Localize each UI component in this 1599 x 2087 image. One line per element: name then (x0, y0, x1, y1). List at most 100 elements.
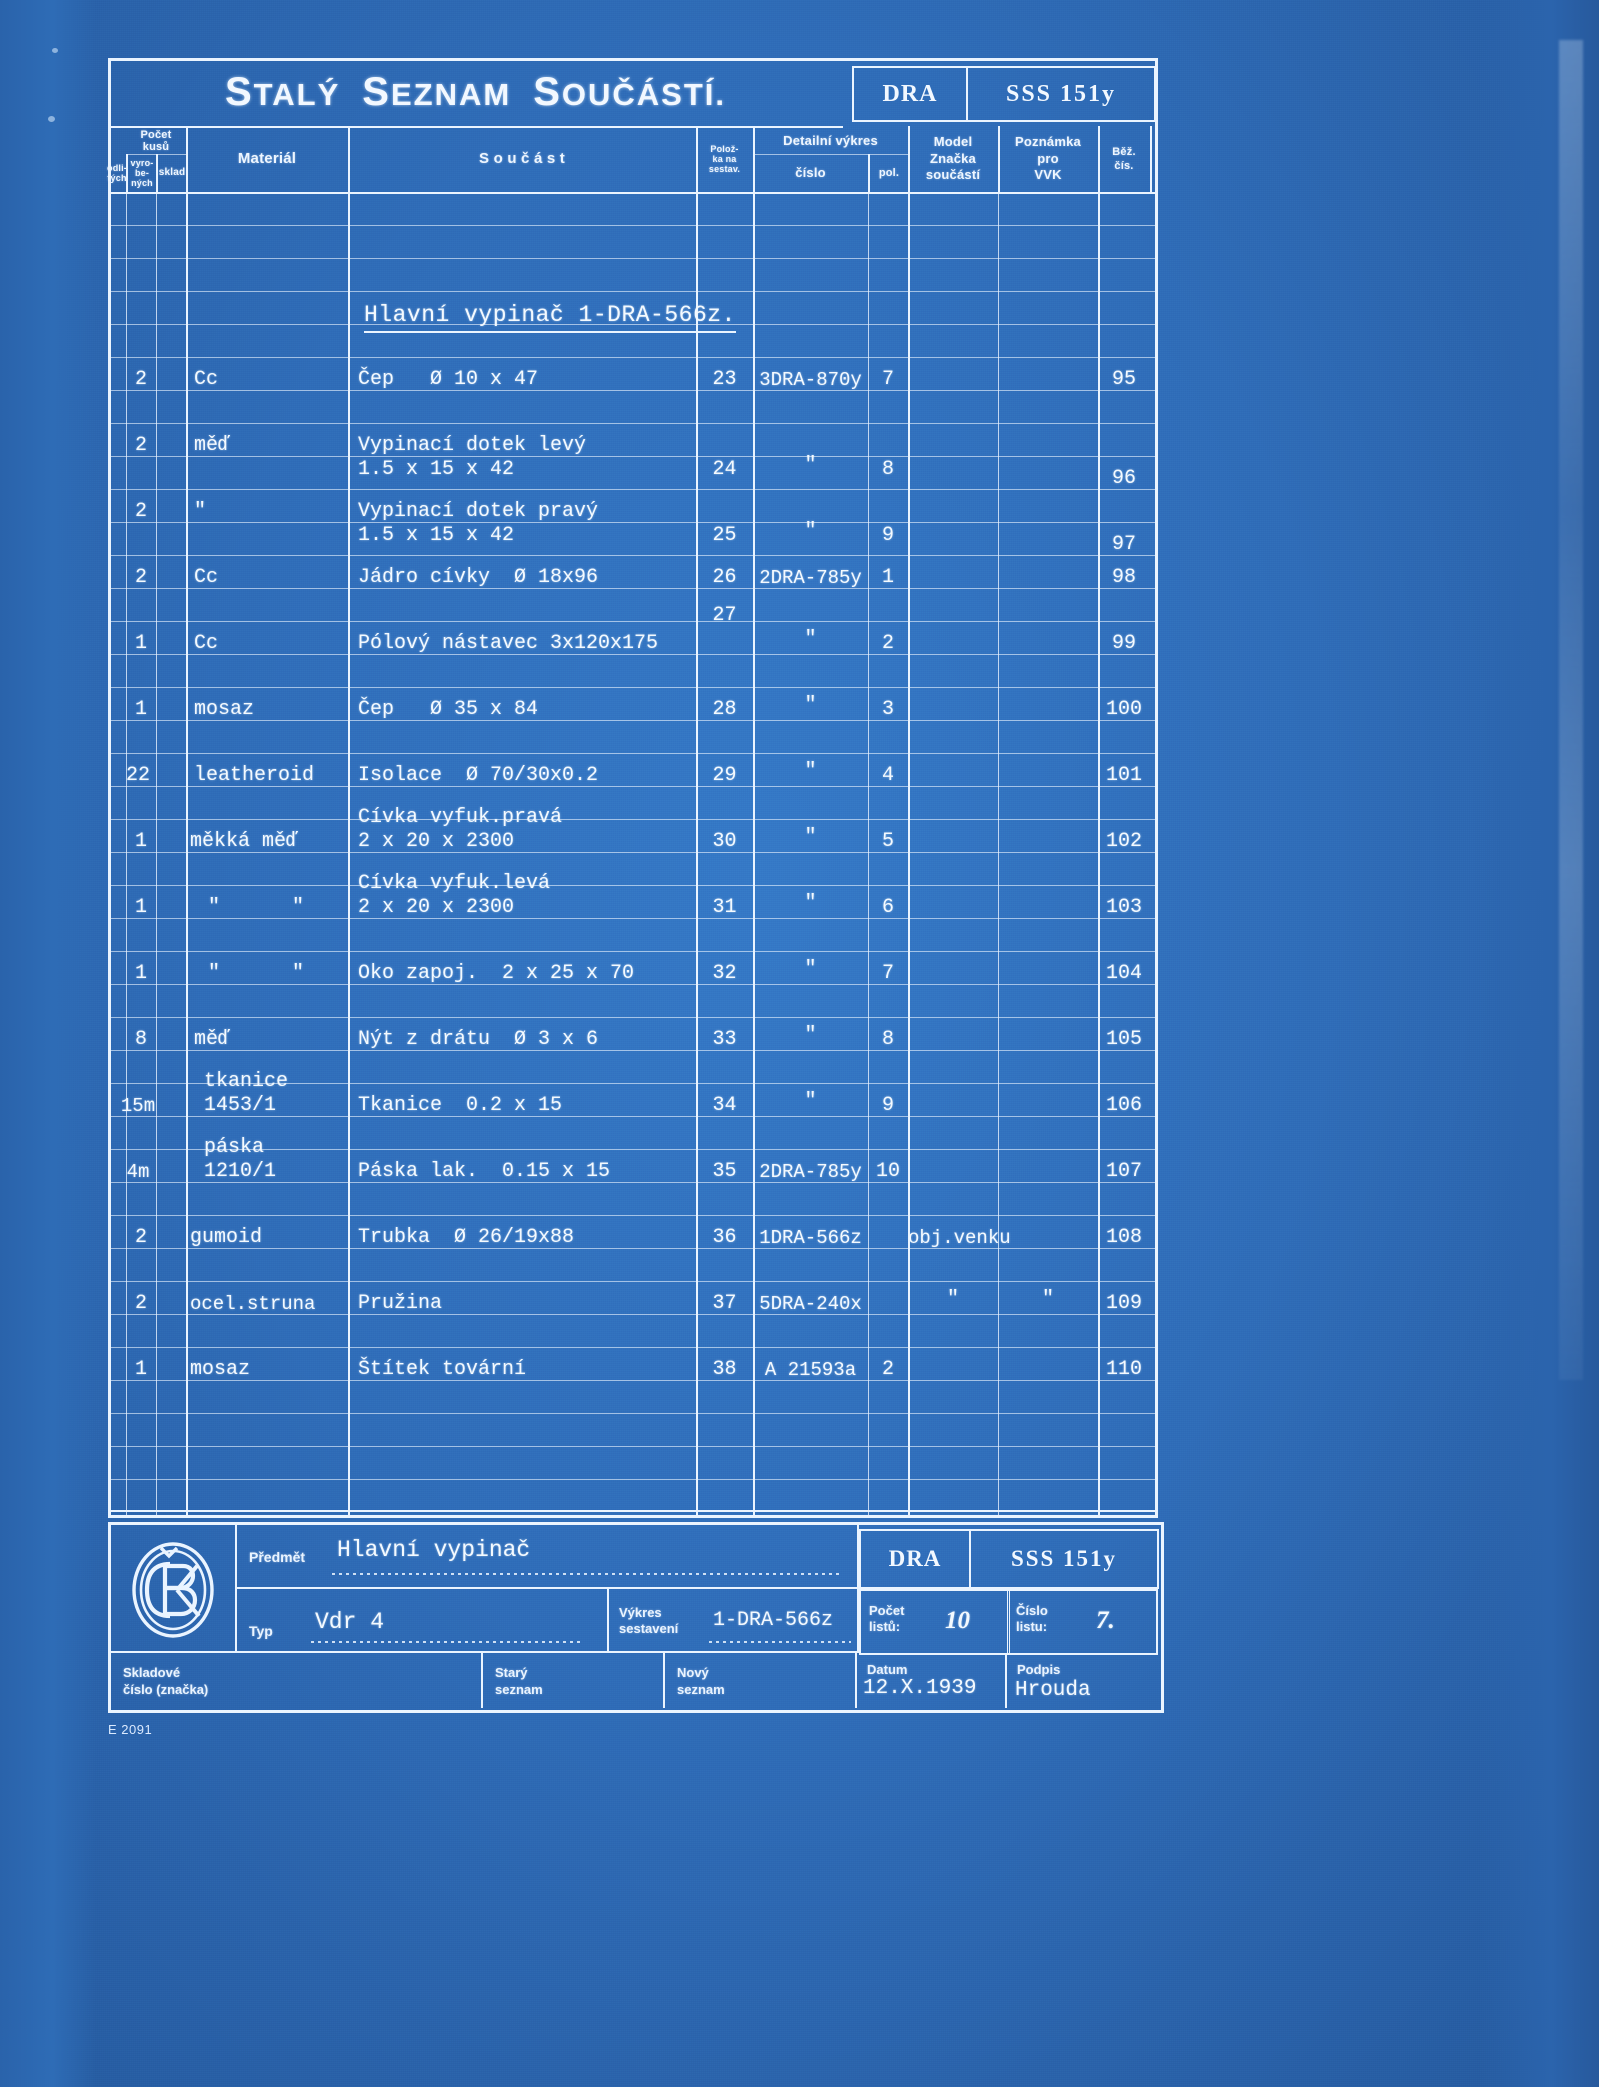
cell-vyrobenych: 1 (134, 1358, 147, 1381)
cell-odlitych: 22 (125, 764, 150, 787)
typ-value: Vdr 4 (315, 1609, 385, 1635)
col-divider (108, 192, 110, 1518)
cell-soucast: Čep Ø 35 x 84 (358, 698, 539, 721)
table-bottom-line (108, 1510, 1158, 1512)
cell-material: leatheroid (194, 764, 315, 787)
cell-bez-cis: 103 (1105, 896, 1142, 919)
cell-material: " " (208, 896, 305, 919)
skladove-cislo-field[interactable]: Skladové číslo (značka) (111, 1653, 483, 1708)
pocet-listu-value: 10 (945, 1607, 970, 1634)
cell-cislo: " (804, 454, 817, 477)
rule-line (108, 522, 1158, 523)
cell-odlitych: 1 (134, 830, 147, 853)
rule-line (108, 1116, 1158, 1117)
cell-pol: 2 (881, 632, 894, 655)
cell-bez-cis: 102 (1105, 830, 1142, 853)
header-bez-cis: Běž. čís. (1112, 145, 1136, 172)
header-pocet-kusu: Počet kusů (140, 128, 172, 153)
cell-material: mosaz (190, 1358, 251, 1381)
podpis-field[interactable]: Podpis Hrouda (1007, 1653, 1157, 1708)
col-divider (908, 126, 910, 192)
cell-soucast: Trubka Ø 26/19x88 (358, 1226, 575, 1249)
datum-field[interactable]: Datum 12.X.1939 (857, 1653, 1007, 1708)
cell-odlitych: 1 (134, 896, 147, 919)
novy-seznam-label: Nový seznam (677, 1665, 725, 1697)
col-divider (348, 126, 350, 192)
cell-soucast: Jádro cívky Ø 18x96 (358, 566, 599, 589)
cell-polozka: 27 (712, 604, 737, 627)
header-polozka: Polož- ka na sestav. (708, 143, 741, 175)
rule-line (108, 291, 1158, 292)
cell-odlitych: 1 (134, 632, 147, 655)
cell-pol: 3 (881, 698, 894, 721)
col-divider (1150, 126, 1152, 192)
rule-line (108, 1017, 1158, 1018)
cell-cislo: 2DRA-785y (759, 1161, 862, 1183)
cell-material: měď (194, 434, 231, 457)
rule-line (108, 423, 1158, 424)
cell-pol: 5 (881, 830, 894, 853)
rule-line (108, 1149, 1158, 1150)
vykres-sestaveni-field[interactable]: Výkres sestavení 1-DRA-566z (609, 1587, 859, 1653)
cell-vyrobenych: 2 (134, 1292, 147, 1315)
cell-pol: 2 (881, 1358, 894, 1381)
rule-line (108, 1314, 1158, 1315)
table-body: Hlavní vypinač 1-DRA-566z. 2 Cc Čep Ø 10… (108, 192, 1158, 1518)
cell-pol: 1 (881, 566, 894, 589)
col-divider (1098, 126, 1100, 192)
col-divider (1098, 192, 1100, 1518)
paper-right-edge (1479, 0, 1599, 2087)
rule-line (108, 852, 1158, 853)
cell-polozka: 23 (712, 368, 737, 391)
cell-cislo: " (804, 520, 817, 543)
col-divider (908, 192, 910, 1518)
stary-seznam-field[interactable]: Starý seznam (483, 1653, 665, 1708)
cell-cislo: " (804, 958, 817, 981)
rule-line (108, 951, 1158, 952)
datum-label: Datum (867, 1662, 908, 1677)
rule-line (108, 621, 1158, 622)
cell-polozka: 26 (712, 566, 737, 589)
cell-vyrobenych: 15m (120, 1095, 156, 1117)
cell-material: měkká měď (190, 830, 299, 853)
rule-line (108, 1050, 1158, 1051)
cell-odlitych: 8 (134, 1028, 147, 1051)
cell-cislo: " (804, 1090, 817, 1113)
cell-poznamka-vvk: " (1041, 1288, 1054, 1311)
rule-line (108, 1083, 1158, 1084)
col-divider (696, 192, 698, 1518)
header-sklad: sklad (158, 167, 186, 179)
rule-line (108, 1248, 1158, 1249)
cell-soucast: Cívka vyfuk.pravá (358, 806, 563, 829)
cell-cislo: " (804, 1024, 817, 1047)
cell-material: Cc (194, 368, 219, 391)
cell-vyrobenych: 2 (134, 434, 147, 457)
col-divider (753, 126, 755, 192)
rule-line (108, 1446, 1158, 1447)
predmet-field[interactable]: Předmět Hlavní vypinač (237, 1525, 859, 1589)
cell-cislo: " (804, 892, 817, 915)
rule-line (108, 324, 1158, 325)
vykres-dotted-rule (709, 1641, 851, 1643)
cell-soucast-line2: 2 x 20 x 2300 (358, 896, 515, 919)
rule-line (108, 456, 1158, 457)
predmet-value: Hlavní vypinač (337, 1537, 531, 1563)
title-block-code-sss: SSS 151y (1010, 1546, 1118, 1571)
rule-line (108, 1479, 1158, 1480)
section-title: Hlavní vypinač 1-DRA-566z. (364, 302, 736, 333)
skladove-cislo-label: Skladové číslo (značka) (123, 1665, 209, 1697)
title-block: Předmět Hlavní vypinač Typ Vdr 4 Výkres … (108, 1522, 1164, 1713)
cell-polozka: 36 (712, 1226, 737, 1249)
cell-bez-cis: 100 (1105, 698, 1142, 721)
cell-odlitych: 1 (134, 962, 147, 985)
cell-soucast: Vypinací dotek pravý (358, 500, 599, 523)
cell-pol: 7 (881, 368, 894, 391)
cell-znacka-soucasti: obj.venku (908, 1227, 1011, 1249)
col-divider (126, 154, 128, 192)
stary-seznam-label: Starý seznam (495, 1665, 543, 1697)
novy-seznam-field[interactable]: Nový seznam (665, 1653, 857, 1708)
typ-field[interactable]: Typ Vdr 4 (237, 1587, 609, 1653)
cell-pol: 8 (881, 458, 894, 481)
cell-vyrobenych: 4m (126, 1161, 150, 1183)
